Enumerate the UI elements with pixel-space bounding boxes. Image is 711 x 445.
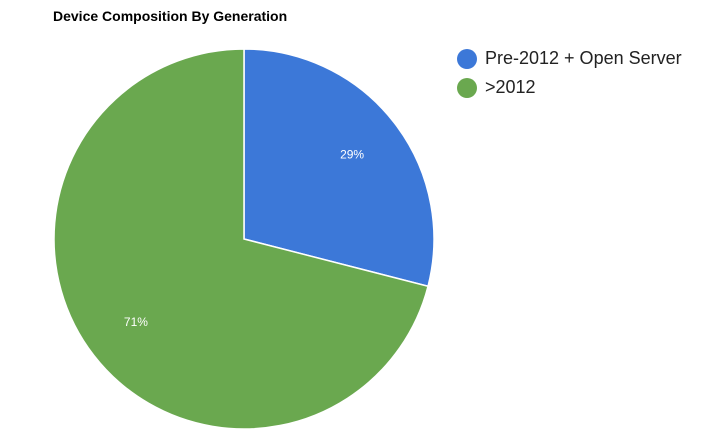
- legend-swatch: [457, 49, 477, 69]
- chart-legend: Pre-2012 + Open Server >2012: [455, 46, 695, 104]
- legend-label: Pre-2012 + Open Server: [485, 48, 682, 68]
- legend-item-pre-2012[interactable]: Pre-2012 + Open Server: [455, 46, 695, 71]
- chart-title: Device Composition By Generation: [53, 8, 288, 24]
- legend-label: >2012: [485, 77, 536, 97]
- pie-slice-0[interactable]: [243, 48, 435, 288]
- legend-swatch: [457, 78, 477, 98]
- pie-slice-1[interactable]: [53, 48, 429, 430]
- slice-percent-label-1: 71%: [124, 315, 148, 329]
- legend-item-post-2012[interactable]: >2012: [455, 75, 695, 100]
- slice-percent-label-0: 29%: [340, 147, 364, 161]
